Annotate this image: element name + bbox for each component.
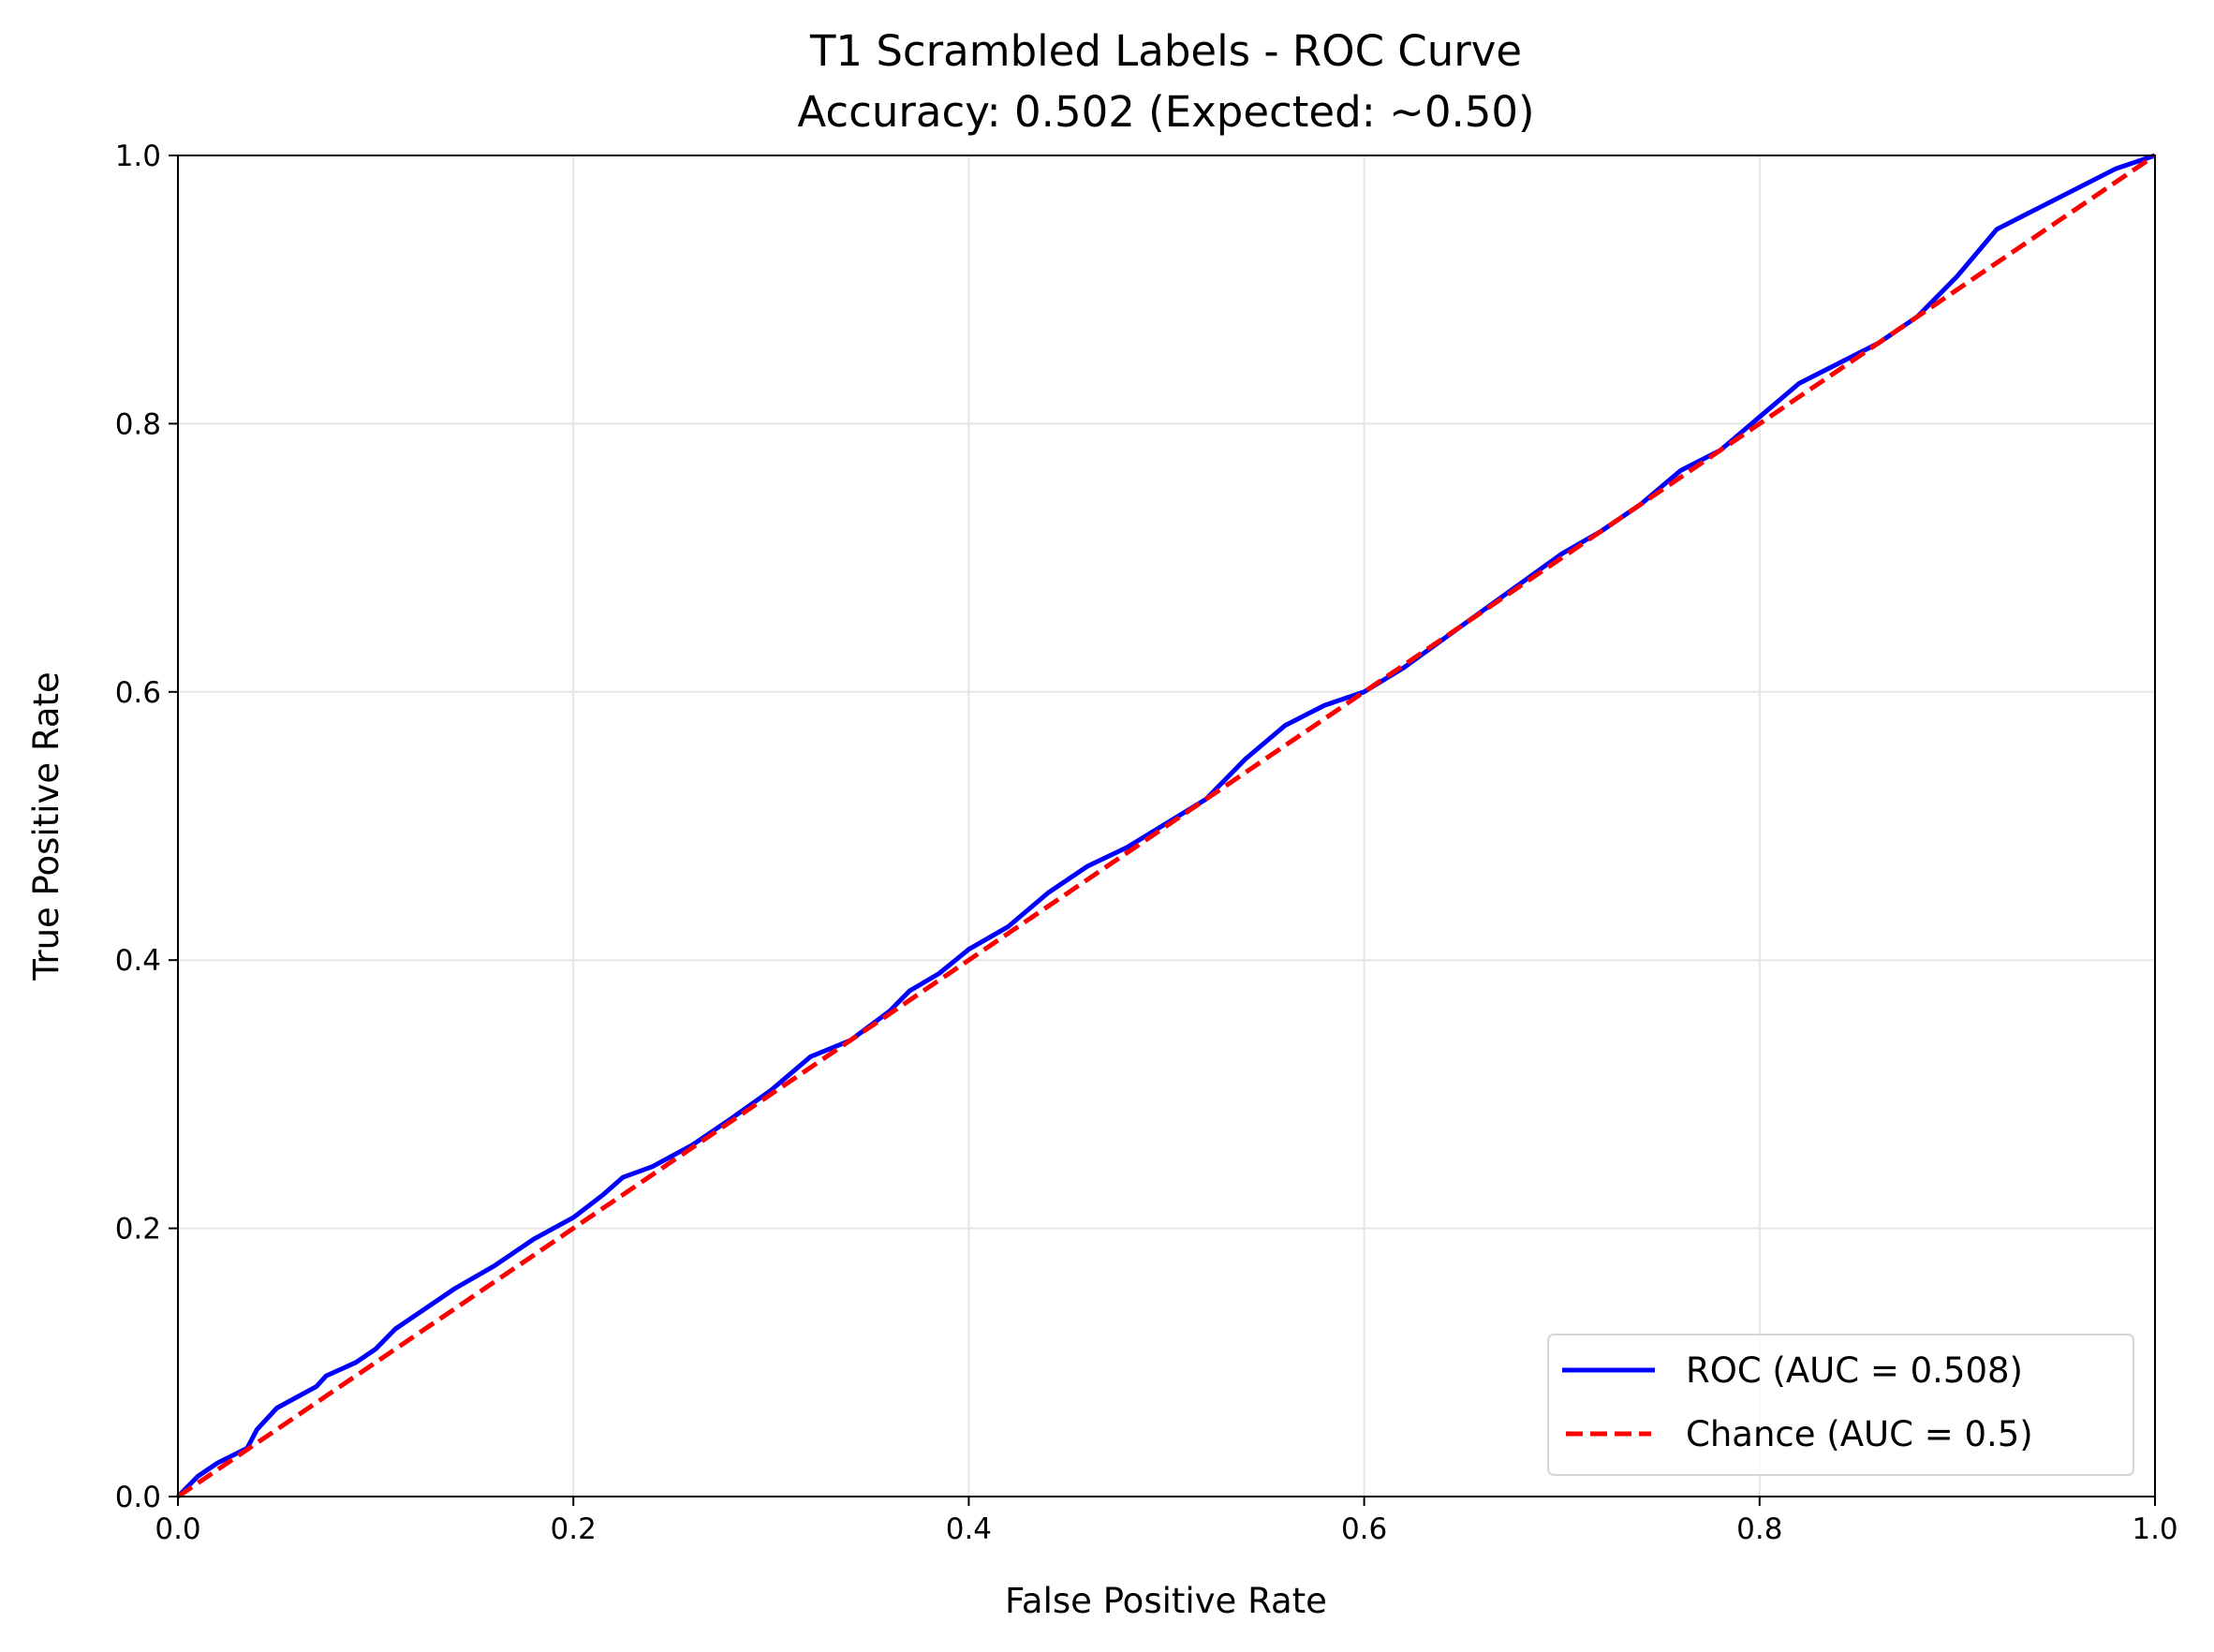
y-axis-label: True Positive Rate — [26, 671, 66, 981]
x-axis-label: False Positive Rate — [1005, 1581, 1327, 1621]
x-tick-label: 0.8 — [1736, 1512, 1782, 1546]
y-tick-label: 1.0 — [115, 140, 161, 173]
x-tick-label: 0.4 — [946, 1512, 992, 1546]
legend-chance-label: Chance (AUC = 0.5) — [1686, 1414, 2033, 1454]
roc-curve-line — [176, 153, 2156, 1498]
y-tick-label: 0.6 — [115, 676, 161, 710]
chart-subtitle: Accuracy: 0.502 (Expected: ~0.50) — [797, 87, 1534, 137]
plot-lines — [176, 153, 2157, 1499]
axes-frame — [177, 155, 2156, 1497]
y-tick-label: 0.2 — [115, 1213, 161, 1246]
x-tick-label: 0.6 — [1341, 1512, 1387, 1546]
legend-box — [1547, 1334, 2134, 1476]
legend: ROC (AUC = 0.508) Chance (AUC = 0.5) — [1547, 1334, 2134, 1476]
y-tick-label: 0.4 — [115, 944, 161, 978]
x-tick-label: 0.2 — [551, 1512, 597, 1546]
legend-roc-label: ROC (AUC = 0.508) — [1686, 1350, 2023, 1391]
y-tick-label: 0.8 — [115, 407, 161, 441]
y-tick-label: 0.0 — [115, 1481, 161, 1514]
ticks: 0.0 0.2 0.4 0.6 0.8 1.0 0.0 0.2 0.4 0.6 0.8 1.0 — [115, 140, 2178, 1546]
chart-title: T1 Scrambled Labels - ROC Curve — [809, 26, 1522, 76]
x-tick-label: 1.0 — [2132, 1512, 2177, 1546]
x-tick-label: 0.0 — [155, 1512, 200, 1546]
chance-line — [176, 153, 2157, 1499]
